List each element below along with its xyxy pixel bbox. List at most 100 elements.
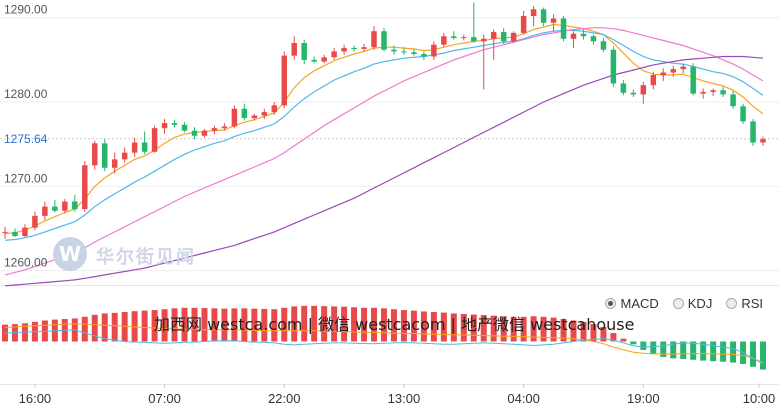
macd-bar: [191, 307, 198, 342]
candle: [281, 51, 288, 108]
macd-bar: [760, 341, 767, 370]
candle-body: [740, 106, 746, 122]
candle: [441, 32, 447, 48]
candle: [361, 43, 367, 52]
candle: [750, 118, 756, 146]
candle: [520, 10, 527, 35]
macd-bar: [161, 309, 168, 342]
candle-body: [371, 31, 377, 48]
macd-bar: [480, 315, 487, 342]
macd-bar: [351, 307, 358, 342]
macd-bar: [311, 305, 318, 342]
ma-line: [4, 29, 764, 241]
candle: [161, 118, 168, 135]
macd-bar: [341, 306, 348, 342]
overlay-text: 加西网 westca.com | 微信 westcacom | 地产微信 wes…: [154, 315, 635, 334]
macd-bar: [660, 341, 667, 357]
candle: [490, 29, 497, 60]
macd-bar: [281, 307, 288, 342]
candle: [570, 31, 577, 49]
macd-bar: [251, 308, 258, 342]
candle: [241, 103, 248, 121]
indicator-option-label: RSI: [741, 296, 763, 311]
candle: [590, 34, 597, 45]
indicator-option[interactable]: MACD: [605, 296, 659, 311]
candle-body: [52, 206, 58, 211]
macd-bar: [500, 316, 507, 342]
macd-bar: [520, 316, 527, 342]
indicator-option-label: MACD: [620, 296, 659, 311]
candle: [530, 5, 537, 27]
candle-body: [600, 41, 607, 50]
candle-body: [490, 32, 497, 39]
candle: [92, 140, 98, 170]
macd-bar: [361, 307, 368, 342]
candle-body: [630, 92, 637, 95]
candle-body: [151, 128, 158, 152]
candle-body: [540, 9, 547, 23]
candle: [291, 36, 297, 60]
macd-bar: [331, 306, 338, 342]
candle-body: [341, 48, 347, 52]
candle-body: [500, 32, 507, 42]
macd-bar: [321, 306, 328, 342]
candle: [690, 63, 696, 96]
macd-panel: [1, 305, 767, 370]
candles: [2, 2, 766, 239]
candle-body: [700, 91, 706, 94]
candle-body: [530, 9, 537, 17]
x-tick-label: 07:00: [148, 391, 181, 406]
candle: [421, 51, 427, 60]
candle: [72, 194, 78, 212]
moving-average-lines: [4, 23, 764, 287]
candle-body: [191, 130, 198, 136]
radio-icon: [672, 298, 684, 309]
candle: [141, 131, 148, 155]
candle-body: [690, 66, 696, 94]
macd-bar: [440, 312, 447, 342]
candle: [630, 89, 637, 97]
indicator-selector: MACD KDJ RSI: [605, 296, 763, 311]
candle: [401, 47, 407, 55]
candle: [171, 119, 178, 128]
candle-body: [281, 55, 288, 106]
candle-body: [760, 139, 766, 143]
indicator-option[interactable]: KDJ: [672, 296, 712, 311]
candle: [211, 125, 218, 135]
candle: [411, 48, 417, 56]
candle-body: [241, 108, 248, 119]
candle: [32, 211, 38, 231]
macd-bar: [610, 333, 617, 342]
candle: [391, 45, 397, 55]
ma-line: [4, 55, 764, 287]
macd-bar: [450, 313, 457, 342]
candle: [231, 105, 238, 129]
candle: [471, 2, 477, 44]
candle-body: [640, 85, 647, 95]
macd-bar: [750, 341, 757, 367]
candle-body: [471, 37, 477, 42]
candle-body: [22, 227, 28, 237]
candle: [500, 27, 507, 44]
macd-bar: [600, 326, 607, 342]
macd-bar: [131, 311, 138, 342]
candle: [480, 34, 487, 90]
candle-body: [62, 201, 68, 211]
candle: [660, 68, 667, 81]
candle-body: [351, 48, 357, 50]
candle: [381, 27, 387, 52]
macd-bar: [640, 341, 647, 350]
candle: [510, 31, 517, 44]
macd-bar: [390, 309, 397, 342]
candle: [730, 91, 736, 109]
candle-body: [2, 231, 8, 233]
indicator-option[interactable]: RSI: [726, 296, 763, 311]
macd-bar: [490, 315, 497, 342]
candle-body: [92, 143, 98, 166]
candle-body: [610, 49, 617, 84]
candle-body: [131, 142, 138, 153]
candle: [371, 26, 377, 50]
candle-body: [72, 201, 78, 210]
candle: [710, 88, 716, 97]
macd-bar: [1, 324, 8, 342]
